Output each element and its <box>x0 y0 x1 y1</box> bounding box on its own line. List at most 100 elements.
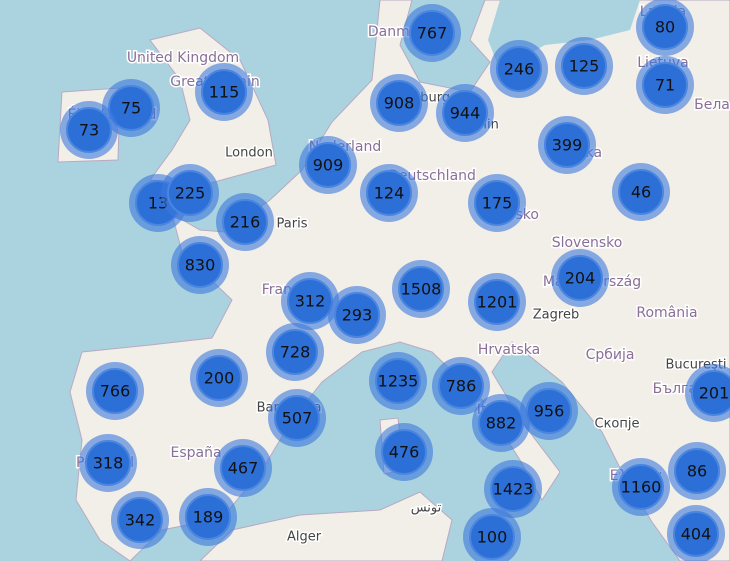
cluster-count: 404 <box>681 525 712 544</box>
cluster-core <box>438 363 484 409</box>
cluster-core <box>557 255 603 301</box>
cluster-core <box>409 10 455 56</box>
cluster-count: 80 <box>655 18 675 37</box>
cluster-marker[interactable]: 200 <box>190 349 248 407</box>
cluster-marker[interactable]: 246 <box>490 40 548 98</box>
cluster-marker[interactable]: 318 <box>79 434 137 492</box>
cluster-marker[interactable]: 71 <box>636 56 694 114</box>
cluster-marker[interactable]: 786 <box>432 357 490 415</box>
cluster-core <box>478 400 524 446</box>
cluster-marker[interactable]: 73 <box>60 101 118 159</box>
cluster-marker[interactable]: 404 <box>667 505 725 561</box>
cluster-marker[interactable]: 476 <box>375 423 433 481</box>
cluster-count: 1201 <box>477 293 518 312</box>
cluster-core <box>691 370 730 416</box>
cluster-marker[interactable]: 1160 <box>612 458 670 516</box>
cluster-marker[interactable]: 767 <box>403 4 461 62</box>
cluster-marker[interactable]: 1423 <box>484 460 542 518</box>
cluster-marker[interactable]: 100 <box>463 508 521 561</box>
cluster-marker[interactable]: 882 <box>472 394 530 452</box>
cluster-marker[interactable]: 399 <box>538 116 596 174</box>
cluster-core <box>201 69 247 115</box>
cluster-marker[interactable]: 956 <box>520 382 578 440</box>
cluster-count: 467 <box>228 459 259 478</box>
place-label: Alger <box>287 530 322 545</box>
cluster-core <box>618 464 664 510</box>
cluster-count: 766 <box>100 382 131 401</box>
cluster-marker[interactable]: 830 <box>171 236 229 294</box>
cluster-core <box>305 142 351 188</box>
cluster-core <box>496 46 542 92</box>
cluster-count: 124 <box>374 184 405 203</box>
cluster-core <box>177 242 223 288</box>
cluster-marker[interactable]: 944 <box>436 84 494 142</box>
cluster-core <box>92 368 138 414</box>
cluster-core <box>66 107 112 153</box>
place-label: London <box>225 146 273 161</box>
cluster-marker[interactable]: 1508 <box>392 260 450 318</box>
place-label: Slovensko <box>552 235 623 251</box>
cluster-count: 1423 <box>493 480 534 499</box>
place-label: Бела <box>694 97 730 113</box>
cluster-core <box>469 514 515 560</box>
cluster-core <box>642 4 688 50</box>
cluster-count: 944 <box>450 104 481 123</box>
cluster-count: 507 <box>282 409 313 428</box>
cluster-count: 830 <box>185 256 216 275</box>
cluster-marker[interactable]: 216 <box>216 193 274 251</box>
cluster-core <box>642 62 688 108</box>
cluster-count: 225 <box>175 184 206 203</box>
cluster-marker[interactable]: 75 <box>102 79 160 137</box>
place-label: تونس <box>411 501 442 516</box>
cluster-marker[interactable]: 204 <box>551 249 609 307</box>
place-label: Србија <box>586 347 635 363</box>
cluster-core <box>561 43 607 89</box>
cluster-marker[interactable]: 189 <box>179 488 237 546</box>
cluster-marker[interactable]: 80 <box>636 0 694 56</box>
cluster-marker[interactable]: 46 <box>612 163 670 221</box>
cluster-marker[interactable]: 908 <box>370 74 428 132</box>
cluster-core <box>490 466 536 512</box>
cluster-count: 908 <box>384 94 415 113</box>
cluster-marker[interactable]: 293 <box>328 286 386 344</box>
cluster-core <box>673 511 719 557</box>
place-label: España <box>170 445 221 461</box>
cluster-core <box>442 90 488 136</box>
cluster-marker[interactable]: 766 <box>86 362 144 420</box>
land-africa <box>199 491 453 561</box>
cluster-marker[interactable]: 175 <box>468 174 526 232</box>
cluster-marker[interactable]: 342 <box>111 491 169 549</box>
clusters: 767 80 246 125 71 75 115 73 908 944 399 909 124 175 46… <box>60 0 730 561</box>
cluster-marker[interactable]: 125 <box>555 37 613 95</box>
place-label: Paris <box>277 217 308 232</box>
cluster-marker[interactable]: 1235 <box>369 352 427 410</box>
cluster-marker[interactable]: 115 <box>195 63 253 121</box>
cluster-marker[interactable]: 124 <box>360 164 418 222</box>
cluster-count: 909 <box>313 156 344 175</box>
cluster-count: 73 <box>79 121 99 140</box>
cluster-count: 246 <box>504 60 535 79</box>
cluster-count: 216 <box>230 213 261 232</box>
cluster-count: 100 <box>477 528 508 547</box>
cluster-marker[interactable]: 909 <box>299 136 357 194</box>
cluster-marker[interactable]: 201 <box>685 364 730 422</box>
cluster-core <box>85 440 131 486</box>
cluster-marker[interactable]: 225 <box>161 164 219 222</box>
cluster-count: 46 <box>631 183 651 202</box>
cluster-core <box>366 170 412 216</box>
cluster-count: 293 <box>342 306 373 325</box>
cluster-count: 399 <box>552 136 583 155</box>
cluster-core <box>474 180 520 226</box>
cluster-core <box>674 448 720 494</box>
cluster-marker[interactable]: 1201 <box>468 273 526 331</box>
cluster-count: 1508 <box>401 280 442 299</box>
cluster-marker[interactable]: 728 <box>266 323 324 381</box>
cluster-marker[interactable]: 507 <box>268 389 326 447</box>
cluster-count: 125 <box>569 57 600 76</box>
cluster-core <box>376 80 422 126</box>
cluster-marker[interactable]: 467 <box>214 439 272 497</box>
cluster-count: 201 <box>699 384 730 403</box>
cluster-marker[interactable]: 86 <box>668 442 726 500</box>
